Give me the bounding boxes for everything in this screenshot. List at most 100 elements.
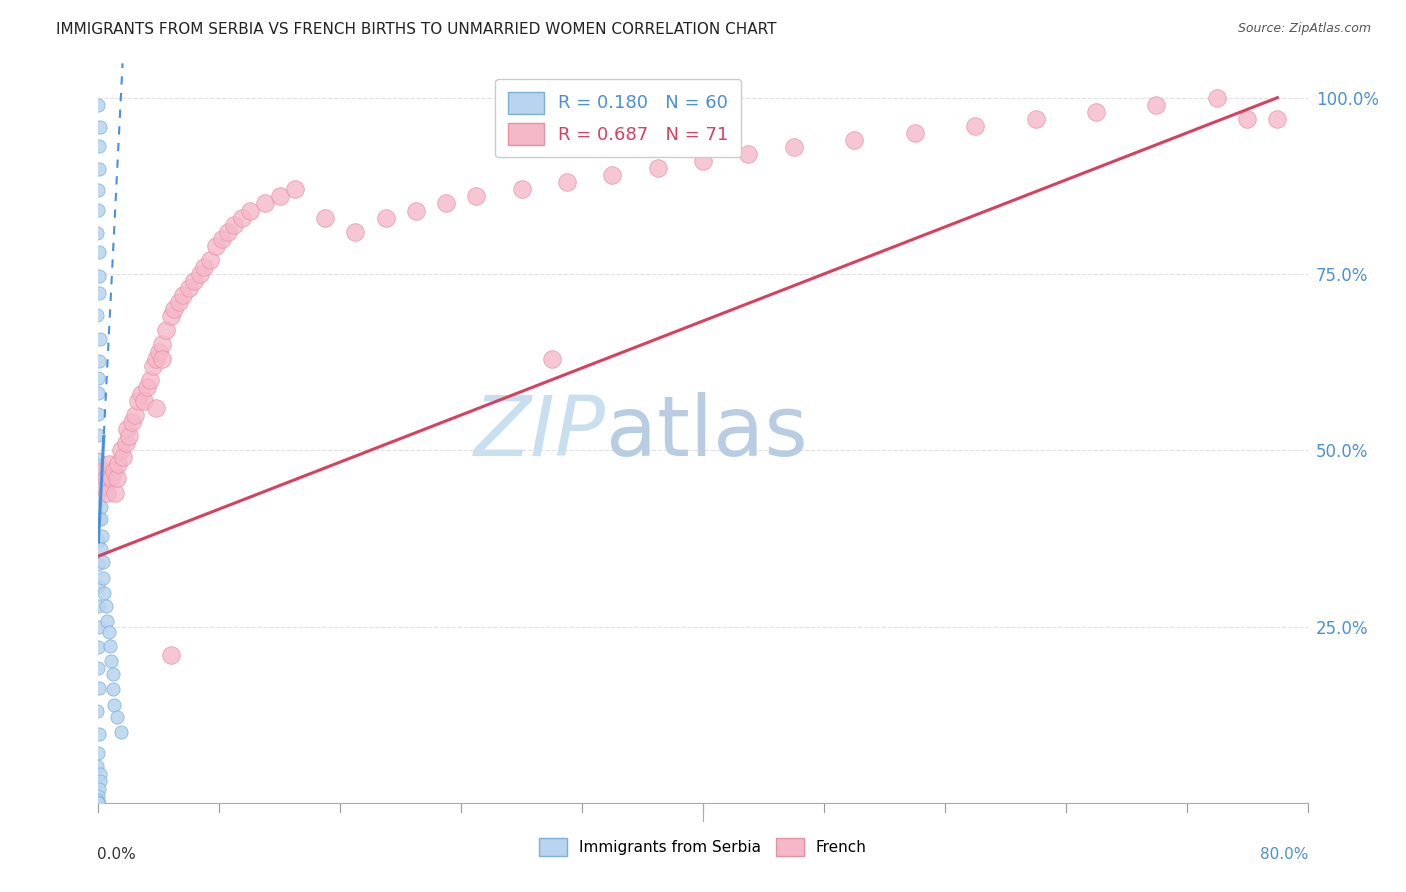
Point: [87, 681, 110, 696]
Point: [172, 288, 194, 302]
Point: [405, 203, 427, 218]
Point: [87, 486, 110, 500]
Point: [104, 485, 127, 500]
Point: [1267, 112, 1289, 126]
Point: [87, 579, 110, 593]
Point: [465, 189, 488, 203]
Point: [87, 494, 110, 508]
Point: [87, 428, 110, 442]
Point: [100, 471, 122, 485]
Point: [139, 373, 162, 387]
Point: [86, 640, 108, 654]
Point: [844, 133, 866, 147]
Point: [163, 302, 186, 317]
Point: [179, 281, 201, 295]
Point: [87, 796, 110, 810]
Point: [692, 154, 714, 169]
Point: [555, 175, 578, 189]
Point: [374, 211, 396, 225]
Point: [224, 218, 246, 232]
Point: [183, 274, 205, 288]
Point: [87, 161, 110, 176]
Point: [103, 464, 125, 478]
Point: [87, 371, 110, 385]
Point: [200, 252, 222, 267]
Point: [93, 478, 115, 492]
Point: [434, 196, 457, 211]
Text: atlas: atlas: [606, 392, 808, 473]
Point: [87, 138, 110, 153]
Legend: Immigrants from Serbia, French: Immigrants from Serbia, French: [533, 832, 873, 862]
Point: [135, 380, 157, 394]
Point: [96, 614, 118, 628]
Point: [239, 203, 262, 218]
Point: [211, 232, 233, 246]
Point: [86, 203, 108, 218]
Point: [217, 225, 239, 239]
Point: [87, 599, 110, 614]
Point: [87, 452, 110, 467]
Point: [344, 225, 367, 239]
Point: [87, 268, 110, 283]
Point: [107, 458, 129, 472]
Point: [105, 471, 128, 485]
Point: [87, 472, 110, 486]
Point: [86, 407, 108, 421]
Point: [86, 746, 108, 760]
Point: [118, 429, 141, 443]
Point: [86, 308, 108, 322]
Point: [783, 140, 806, 154]
Point: [89, 773, 111, 788]
Text: 80.0%: 80.0%: [1260, 847, 1309, 863]
Point: [115, 422, 138, 436]
Point: [87, 512, 110, 526]
Point: [100, 654, 122, 668]
Point: [269, 189, 291, 203]
Point: [89, 781, 111, 796]
Point: [965, 119, 987, 133]
Point: [86, 792, 108, 806]
Point: [121, 415, 143, 429]
Point: [602, 168, 624, 182]
Point: [87, 661, 110, 675]
Point: [90, 500, 112, 514]
Point: [98, 458, 121, 472]
Point: [87, 727, 110, 741]
Point: [1206, 91, 1229, 105]
Point: [105, 709, 128, 723]
Point: [86, 534, 108, 549]
Text: ZIP: ZIP: [474, 392, 606, 473]
Point: [93, 586, 115, 600]
Point: [145, 401, 167, 415]
Point: [90, 512, 112, 526]
Point: [647, 161, 669, 176]
Point: [89, 767, 111, 781]
Point: [96, 485, 118, 500]
Point: [94, 599, 117, 614]
Point: [87, 98, 110, 112]
Point: [89, 353, 111, 368]
Point: [904, 126, 927, 140]
Point: [90, 542, 112, 557]
Text: 0.0%: 0.0%: [97, 847, 136, 863]
Point: [94, 471, 117, 485]
Point: [90, 529, 112, 543]
Point: [101, 681, 124, 696]
Point: [87, 796, 110, 810]
Point: [284, 182, 307, 196]
Point: [86, 183, 108, 197]
Point: [91, 464, 114, 478]
Point: [87, 620, 110, 634]
Point: [91, 555, 114, 569]
Point: [98, 640, 121, 654]
Point: [150, 351, 173, 366]
Point: [127, 393, 149, 408]
Point: [89, 120, 111, 134]
Point: [86, 226, 108, 240]
Point: [510, 182, 533, 196]
Point: [188, 267, 211, 281]
Point: [86, 704, 108, 718]
Point: [87, 286, 110, 301]
Point: [89, 471, 111, 485]
Point: [86, 386, 108, 401]
